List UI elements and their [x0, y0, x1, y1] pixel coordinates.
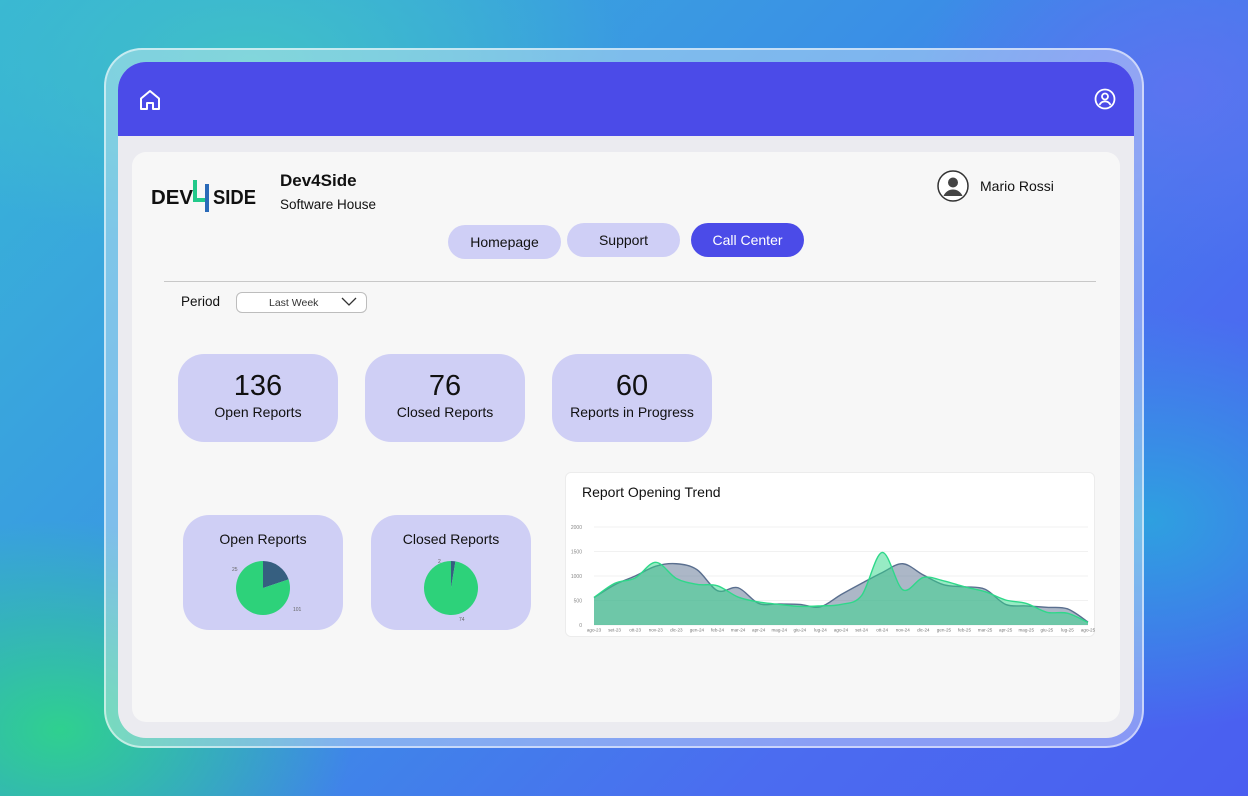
chart-title: Report Opening Trend	[582, 484, 721, 500]
x-tick-label: lug-24	[814, 628, 827, 633]
svg-text:DEV: DEV	[151, 187, 194, 209]
kpi-label: Closed Reports	[396, 404, 494, 420]
user-name: Mario Rossi	[980, 178, 1054, 194]
y-tick-label: 1000	[571, 574, 582, 580]
x-tick-label: ago-25	[1081, 628, 1096, 633]
x-tick-label: apr-24	[752, 628, 766, 633]
x-tick-label: ago-24	[834, 628, 849, 633]
period-label: Period	[181, 294, 221, 309]
series-area-2	[594, 552, 1088, 625]
x-tick-label: giu-24	[793, 628, 806, 633]
kpi-value: 136	[233, 370, 283, 402]
x-tick-label: ago-23	[587, 628, 602, 633]
x-tick-label: gen-25	[937, 628, 952, 633]
x-tick-label: feb-25	[958, 628, 971, 633]
x-tick-label: giu-25	[1040, 628, 1053, 633]
trend-chart-card: Report Opening Trend 0 500 1000 1500 2000 ago…	[565, 472, 1096, 637]
pie-title: Open Reports	[219, 531, 307, 547]
divider	[164, 281, 1096, 282]
x-tick-label: ott-23	[629, 628, 641, 633]
pie-slice	[451, 561, 456, 588]
pie-slice	[263, 561, 289, 588]
open-reports-pie-card: Open Reports 25 101	[183, 515, 343, 630]
open-reports-pie-chart: 25 101	[232, 561, 302, 615]
pie-data-label: 25	[232, 567, 238, 573]
app-screen: DEV SIDE Dev4Side Software House Mario R…	[118, 62, 1134, 738]
trend-area-chart: 0 500 1000 1500 2000 ago-23 set-23 ott-23 nov-23…	[571, 525, 1096, 633]
y-tick-label: 2000	[571, 525, 582, 531]
x-tick-label: apr-25	[999, 628, 1013, 633]
top-bar	[118, 62, 1134, 136]
period-value: Last Week	[269, 296, 319, 309]
x-tick-label: set-23	[608, 628, 621, 633]
avatar-icon	[937, 170, 969, 202]
support-button[interactable]: Support	[567, 223, 680, 257]
kpi-label: Open Reports	[214, 404, 302, 420]
x-tick-label: mar-24	[731, 628, 746, 633]
y-tick-label: 500	[574, 598, 583, 604]
kpi-value: 76	[428, 370, 462, 402]
company-subtitle: Software House	[280, 197, 377, 212]
homepage-button[interactable]: Homepage	[448, 225, 561, 259]
x-tick-label: mag-24	[771, 628, 787, 633]
x-tick-label: set-24	[855, 628, 868, 633]
y-tick-label: 0	[579, 623, 582, 629]
pie-data-label: 74	[459, 617, 465, 623]
home-icon[interactable]	[138, 88, 162, 112]
user-icon[interactable]	[1094, 88, 1116, 110]
company-name: Dev4Side	[280, 171, 357, 190]
x-tick-label: feb-24	[711, 628, 724, 633]
dashboard-panel: DEV SIDE Dev4Side Software House Mario R…	[132, 152, 1120, 722]
kpi-value: 60	[615, 370, 649, 402]
closed-reports-pie-chart: 2 74	[424, 559, 478, 623]
x-tick-label: nov-24	[896, 628, 910, 633]
closed-reports-pie-card: Closed Reports 2 74	[371, 515, 531, 630]
x-tick-label: dic-24	[917, 628, 930, 633]
period-dropdown[interactable]: Last Week	[236, 292, 367, 313]
kpi-label: Reports in Progress	[570, 404, 694, 420]
pie-slice	[236, 561, 290, 615]
kpi-reports-in-progress: 60 Reports in Progress	[552, 354, 712, 442]
x-tick-label: mar-25	[978, 628, 993, 633]
x-tick-label: nov-23	[649, 628, 663, 633]
x-tick-label: ott-24	[876, 628, 888, 633]
x-tick-label: mag-25	[1018, 628, 1034, 633]
x-tick-label: gen-24	[690, 628, 705, 633]
device-frame: DEV SIDE Dev4Side Software House Mario R…	[104, 48, 1144, 748]
y-tick-label: 1500	[571, 549, 582, 555]
kpi-open-reports: 136 Open Reports	[178, 354, 338, 442]
pie-title: Closed Reports	[402, 531, 500, 547]
chevron-down-icon	[341, 297, 357, 306]
series-line-2	[593, 551, 1089, 624]
x-tick-label: dic-23	[670, 628, 683, 633]
company-logo: DEV SIDE	[151, 180, 256, 212]
pie-data-label: 2	[438, 559, 441, 565]
kpi-closed-reports: 76 Closed Reports	[365, 354, 525, 442]
pie-slice	[424, 561, 478, 615]
pie-data-label: 101	[293, 607, 302, 613]
user-profile[interactable]: Mario Rossi	[937, 170, 1054, 202]
svg-text:SIDE: SIDE	[213, 187, 256, 209]
x-tick-label: lug-25	[1061, 628, 1074, 633]
call-center-button[interactable]: Call Center	[691, 223, 804, 257]
